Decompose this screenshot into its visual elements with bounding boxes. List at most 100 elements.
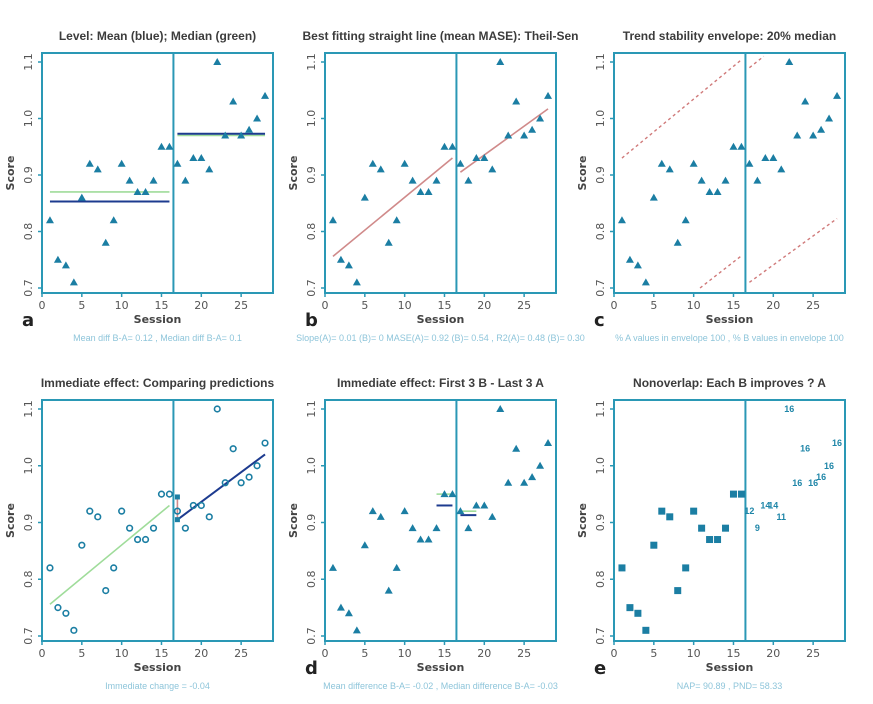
data-point-square <box>626 604 634 612</box>
plot-frame <box>324 52 557 294</box>
x-tick-label: 20 <box>477 299 491 312</box>
data-point-triangle <box>141 187 150 195</box>
x-tick-label: 25 <box>806 647 820 660</box>
data-point-triangle <box>713 187 722 195</box>
data-point-triangle <box>237 131 246 139</box>
x-tick-label: 5 <box>78 647 85 660</box>
data-point-triangle <box>512 444 521 452</box>
data-point-triangle <box>464 524 473 532</box>
data-point-triangle <box>793 131 802 139</box>
chart-caption: % A values in envelope 100 , % B values … <box>615 333 844 343</box>
data-point-triangle <box>368 159 377 167</box>
data-point-circle <box>181 524 189 532</box>
nonoverlap-count-label: 16 <box>832 438 842 448</box>
x-tick-label: 20 <box>194 647 208 660</box>
data-point-triangle <box>253 114 262 122</box>
data-point-triangle <box>520 478 529 486</box>
y-tick-label: 1.1 <box>594 53 607 71</box>
data-point-circle <box>86 507 94 515</box>
y-tick-label: 0.9 <box>594 514 607 532</box>
nonoverlap-count-label: 16 <box>792 478 802 488</box>
data-point-circle <box>157 490 166 498</box>
data-point-triangle <box>544 91 553 99</box>
data-point-triangle <box>649 193 658 201</box>
data-point-triangle <box>328 216 337 224</box>
x-tick-label: 25 <box>517 647 531 660</box>
x-tick-label: 0 <box>322 647 329 660</box>
y-tick-label: 0.7 <box>22 279 35 297</box>
data-point-triangle <box>424 535 433 543</box>
data-point-triangle <box>681 216 690 224</box>
data-point-square <box>650 541 658 549</box>
y-tick-label: 0.9 <box>594 166 607 184</box>
data-point-triangle <box>93 165 102 173</box>
data-point-triangle <box>753 176 762 184</box>
data-point-triangle <box>496 405 505 412</box>
panel-letter: a <box>22 310 34 331</box>
data-point-circle <box>118 507 126 515</box>
data-point-triangle <box>544 439 553 447</box>
data-point-square <box>690 507 698 515</box>
data-point-circle <box>245 473 253 481</box>
data-point-square <box>666 513 674 521</box>
data-point-triangle <box>109 216 118 224</box>
x-tick-label: 15 <box>726 647 740 660</box>
data-point-triangle <box>165 142 174 150</box>
y-tick-label: 0.9 <box>305 166 318 184</box>
data-point-triangle <box>261 91 270 99</box>
data-point-triangle <box>729 142 738 150</box>
y-tick-label: 1.0 <box>22 457 35 475</box>
y-tick-label: 0.9 <box>305 514 318 532</box>
data-point-triangle <box>432 524 441 532</box>
data-point-triangle <box>689 159 698 167</box>
data-point-triangle <box>392 216 401 224</box>
data-point-triangle <box>665 165 674 173</box>
data-point-triangle <box>456 507 465 515</box>
nonoverlap-count-label: 11 <box>777 512 787 522</box>
data-point-triangle <box>488 165 497 173</box>
x-tick-label: 15 <box>726 299 740 312</box>
data-point-triangle <box>536 114 545 122</box>
data-point-square <box>642 626 650 634</box>
data-point-triangle <box>504 478 513 486</box>
line-trend-A <box>332 157 453 257</box>
data-point-triangle <box>817 125 826 133</box>
data-point-triangle <box>705 187 714 195</box>
plot-frame <box>41 52 274 294</box>
data-point-triangle <box>504 131 513 139</box>
y-tick-label: 0.8 <box>594 571 607 589</box>
nonoverlap-count-label: 12 <box>744 506 754 516</box>
data-point-square <box>618 564 626 572</box>
data-point-circle <box>197 501 205 510</box>
data-point-triangle <box>229 97 238 105</box>
data-point-triangle <box>456 159 465 167</box>
point-predicted-A-at-17 <box>174 494 180 500</box>
data-point-triangle <box>117 159 126 167</box>
data-point-circle <box>110 564 118 572</box>
data-point-triangle <box>528 125 537 133</box>
chart-panel-b: Best fitting straight line (mean MASE): … <box>287 29 585 343</box>
data-point-triangle <box>352 278 361 286</box>
x-tick-label: 5 <box>78 299 85 312</box>
chart-title: Nonoverlap: Each B improves ? A <box>633 376 826 390</box>
data-point-triangle <box>157 142 166 150</box>
data-point-triangle <box>336 603 345 611</box>
x-tick-label: 10 <box>398 299 412 312</box>
chart-title: Immediate effect: Comparing predictions <box>41 376 275 390</box>
data-point-triangle <box>360 541 369 549</box>
data-point-triangle <box>448 142 457 150</box>
data-point-triangle <box>761 154 770 162</box>
data-point-triangle <box>173 159 182 167</box>
data-point-circle <box>253 462 261 470</box>
x-tick-label: 15 <box>437 647 451 660</box>
line-envelope-upper-A <box>621 59 742 159</box>
chart-title: Level: Mean (blue); Median (green) <box>59 29 256 43</box>
chart-caption: Slope(A)= 0.01 (B)= 0 MASE(A)= 0.92 (B)=… <box>296 333 585 343</box>
data-point-triangle <box>344 261 353 269</box>
nonoverlap-count-label: 16 <box>808 478 818 488</box>
y-tick-label: 0.7 <box>305 627 318 645</box>
y-axis-label: Score <box>4 156 17 191</box>
y-tick-label: 1.1 <box>305 400 318 418</box>
x-tick-label: 10 <box>398 647 412 660</box>
